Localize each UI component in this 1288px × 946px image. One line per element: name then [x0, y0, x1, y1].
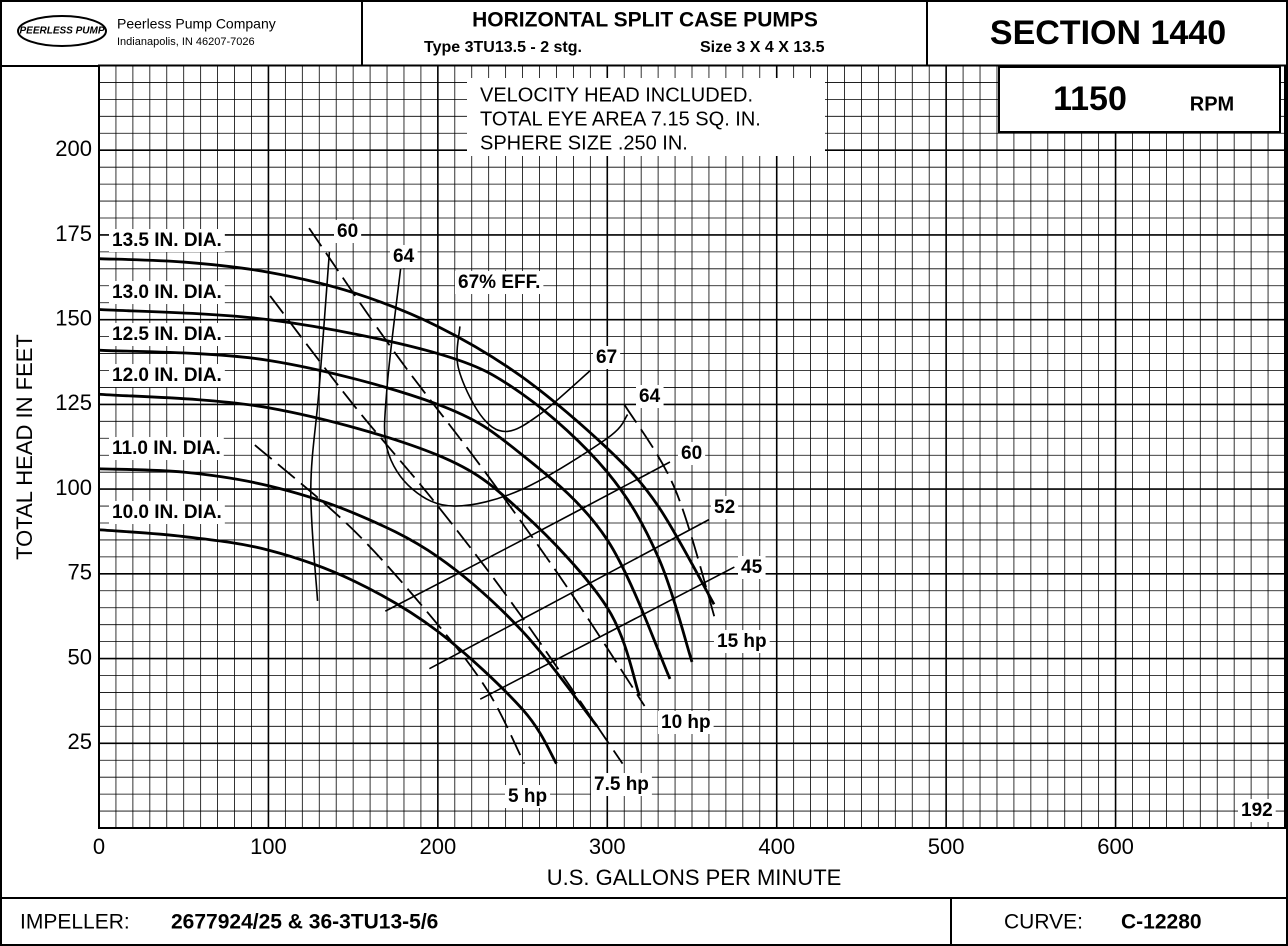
curve-label: CURVE:: [1004, 911, 1083, 934]
annotation-bg: [636, 385, 664, 409]
series-label: 13.0 IN. DIA.: [112, 282, 222, 303]
series-label: 45: [741, 557, 763, 578]
section: SECTION 1440: [990, 14, 1226, 52]
series-line: [98, 528, 558, 765]
series-label: 12.5 IN. DIA.: [112, 324, 222, 345]
series-line: [383, 268, 629, 507]
x-tick-label: 300: [589, 834, 626, 859]
series-label: 52: [714, 497, 735, 518]
annotation: 192: [1241, 800, 1273, 821]
series-label: 67% EFF.: [458, 272, 540, 293]
note: VELOCITY HEAD INCLUDED.: [480, 84, 753, 106]
annotation: 64: [639, 386, 661, 407]
pump-type: Type 3TU13.5 - 2 stg.: [424, 39, 582, 56]
series-label-bg: [390, 245, 418, 269]
series-line: [98, 257, 716, 606]
x-axis-label: U.S. GALLONS PER MINUTE: [547, 865, 842, 890]
series-label-bg: [109, 229, 225, 253]
x-tick-label: 100: [250, 834, 287, 859]
series-label: 7.5 hp: [594, 774, 649, 795]
rpm-value: 1150: [1053, 80, 1127, 118]
series-line: [479, 566, 735, 700]
y-tick-label: 200: [55, 136, 92, 161]
y-tick-label: 100: [55, 475, 92, 500]
series-label-bg: [658, 711, 714, 735]
annotation: 60: [681, 443, 702, 464]
plot: 0 100 200 300 400 500 600 25 50 75 100 125 150 175 200…: [55, 64, 1286, 859]
x-tick-label: 600: [1097, 834, 1134, 859]
annotation-bg: [678, 442, 706, 466]
series-label: 10 hp: [661, 712, 711, 733]
series-label-bg: [711, 496, 739, 520]
y-tick-label: 50: [68, 644, 92, 669]
x-tick-label: 400: [758, 834, 795, 859]
header-title: HORIZONTAL SPLIT CASE PUMPS: [472, 9, 818, 32]
rpm-unit: RPM: [1190, 93, 1234, 115]
impeller-label: IMPELLER:: [20, 911, 130, 934]
series-line: [309, 251, 671, 612]
series-line: [456, 326, 591, 433]
series-label: 12.0 IN. DIA.: [112, 365, 222, 386]
curve-id: C-12280: [1121, 911, 1202, 934]
series-label-bg: [109, 281, 225, 305]
y-tick-label: 75: [68, 560, 92, 585]
series-line: [98, 308, 694, 663]
series-line: [429, 518, 710, 670]
series-label-bg: [455, 271, 544, 295]
series-line: [254, 444, 526, 765]
note: TOTAL EYE AREA 7.15 SQ. IN.: [480, 108, 761, 130]
series-label: 13.5 IN. DIA.: [112, 230, 222, 251]
series-label-bg: [714, 630, 770, 654]
address: Indianapolis, IN 46207-7026: [117, 36, 255, 48]
y-axis-label: TOTAL HEAD IN FEET: [12, 334, 37, 560]
series-label: 60: [337, 221, 358, 242]
note: SPHERE SIZE .250 IN.: [480, 132, 688, 154]
series-label-bg: [109, 437, 224, 461]
series-line: [98, 392, 641, 697]
annotation: 67: [596, 347, 617, 368]
x-tick-label: 500: [928, 834, 965, 859]
impeller: 2677924/25 & 36-3TU13-5/6: [171, 911, 438, 934]
logo-text: PEERLESS PUMP: [19, 26, 104, 37]
series-line: [98, 348, 672, 680]
series-label-bg: [738, 556, 766, 580]
series-label: 64: [393, 246, 415, 267]
series-label-bg: [109, 364, 225, 388]
y-tick-label: 125: [55, 390, 92, 415]
series-label-bg: [109, 323, 225, 347]
series-label-bg: [109, 501, 225, 525]
x-tick-label: 200: [419, 834, 456, 859]
series-line: [308, 227, 646, 707]
y-tick-label: 150: [55, 305, 92, 330]
series-label-bg: [591, 773, 652, 797]
series-label: 5 hp: [508, 786, 547, 807]
series-label: 15 hp: [717, 631, 767, 652]
x-tick-label: 0: [93, 834, 105, 859]
series-line: [98, 467, 599, 728]
annotation-bg: [1238, 799, 1276, 823]
rpm-box: [998, 66, 1281, 133]
annotation-bg: [593, 346, 621, 370]
y-tick-label: 175: [55, 221, 92, 246]
logo: [17, 15, 107, 47]
series-label-bg: [334, 220, 362, 244]
company: Peerless Pump Company: [117, 16, 276, 32]
series-label: 10.0 IN. DIA.: [112, 502, 222, 523]
series-line: [623, 403, 717, 622]
note-box: [467, 78, 825, 156]
series-label: 11.0 IN. DIA.: [112, 438, 221, 459]
series-line: [269, 295, 624, 765]
pump-size: Size 3 X 4 X 13.5: [700, 39, 825, 56]
y-tick-label: 25: [68, 729, 92, 754]
series-label-bg: [505, 785, 551, 809]
